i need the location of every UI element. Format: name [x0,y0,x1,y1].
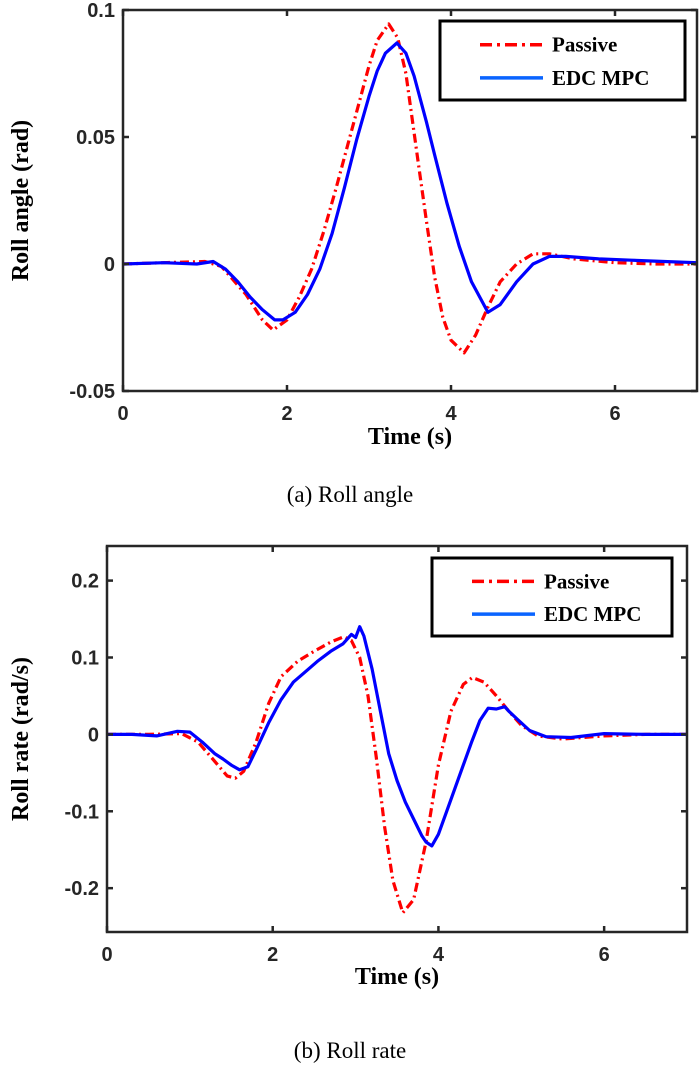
roll-angle-x-tick-label: 2 [281,403,292,425]
roll-rate-y-tick-label: -0.1 [65,801,99,823]
roll-angle-x-tick-label: 0 [117,403,128,425]
roll-rate-ticks: 0 2 4 6 -0.2 -0.1 0 0.1 0.2 [65,546,687,966]
roll-angle-series-layer [123,22,697,355]
roll-angle-legend-box [438,19,687,102]
roll-rate-series-layer [107,625,687,915]
roll-rate-x-tick-label: 2 [267,944,278,966]
roll-rate-y-tick-label: 0.1 [71,647,99,669]
roll-angle-legend-label-passive: Passive [552,33,617,57]
roll-rate-y-axis-label: Roll rate (rad/s) [8,657,34,821]
roll-angle-x-tick-label: 6 [609,403,620,425]
roll-angle-y-tick-label: 0.05 [76,127,115,149]
roll-rate-x-axis-label: Time (s) [355,964,439,990]
roll-rate-legend-label-passive: Passive [544,569,609,593]
roll-rate-y-tick-label: 0 [88,724,99,746]
roll-angle-series-edc-mpc [123,41,697,322]
roll-angle-x-tick-label: 4 [445,403,457,425]
roll-rate-legend-label-edc-mpc: EDC MPC [544,602,641,626]
roll-rate-y-tick-label: -0.2 [65,878,99,900]
roll-angle-y-axis-label: Roll angle (rad) [8,120,34,281]
roll-rate-y-tick-label: 0.2 [71,571,99,593]
roll-angle-x-axis-label: Time (s) [368,424,452,450]
roll-angle-y-tick-label: -0.05 [69,381,115,403]
roll-angle-caption: (a) Roll angle [287,482,413,507]
roll-angle-legend: Passive EDC MPC [438,19,687,102]
roll-rate-series-passive [107,635,687,915]
roll-rate-x-tick-label: 4 [433,944,445,966]
roll-rate-chart: 0 2 4 6 -0.2 -0.1 0 0.1 0.2 Time (s) Roll rate (… [8,544,689,1063]
roll-rate-plot-frame [105,544,689,934]
roll-rate-legend-box [430,556,674,638]
roll-rate-x-tick-label: 0 [101,944,112,966]
roll-angle-legend-label-edc-mpc: EDC MPC [552,66,649,90]
roll-angle-plot-frame [121,8,699,393]
roll-rate-legend: Passive EDC MPC [430,556,674,638]
roll-angle-series-passive [123,22,697,355]
roll-rate-caption: (b) Roll rate [294,1038,406,1063]
roll-rate-series-edc-mpc [107,625,687,848]
roll-angle-y-tick-label: 0.1 [87,0,115,22]
roll-angle-y-tick-label: 0 [104,254,115,276]
roll-rate-x-tick-label: 6 [599,944,610,966]
